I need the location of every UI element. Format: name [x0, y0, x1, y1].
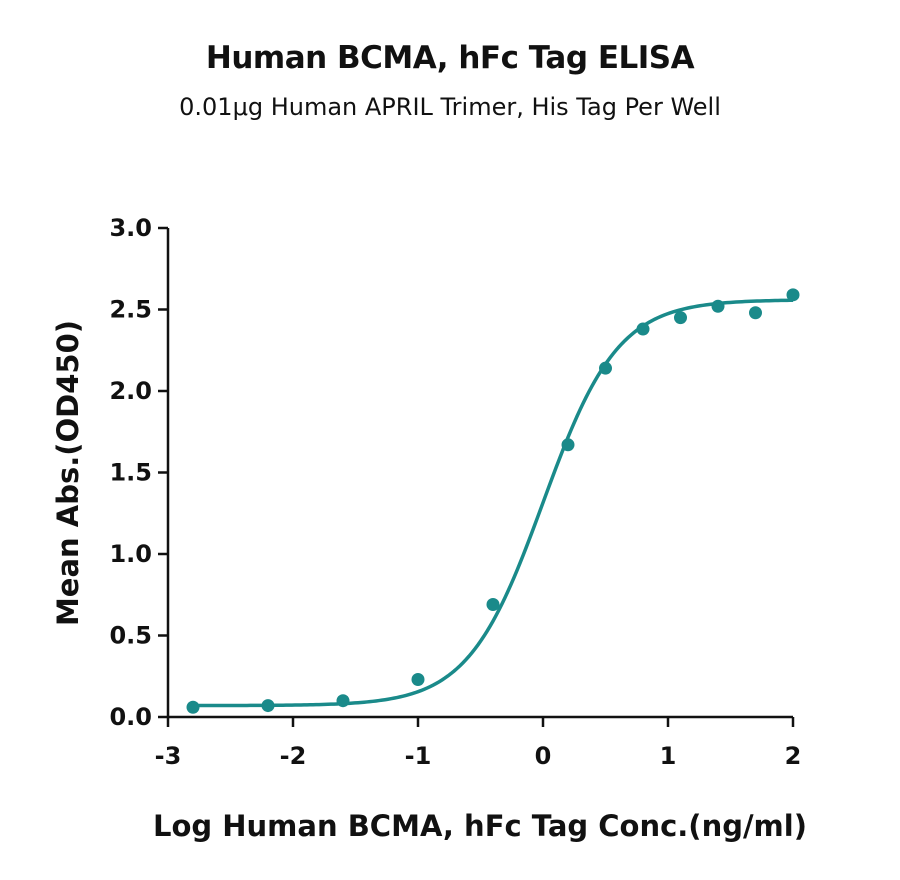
x-axis-label: Log Human BCMA, hFc Tag Conc.(ng/ml) — [153, 809, 807, 843]
data-point — [599, 361, 612, 375]
y-tick-label: 2.5 — [109, 296, 152, 324]
y-tick-label: 0.0 — [109, 703, 152, 731]
data-point — [636, 322, 650, 336]
x-tick-label: 0 — [535, 742, 552, 770]
data-point — [186, 700, 200, 714]
data-point — [786, 288, 800, 302]
y-tick-label: 2.0 — [109, 377, 152, 405]
data-point — [486, 598, 500, 612]
data-point — [674, 311, 687, 325]
axes: 0.0 0.5 1.0 1.5 2.0 2.5 3.0 -3 -2 -1 0 1 2 — [109, 214, 801, 770]
data-point — [411, 673, 425, 687]
y-tick-label: 0.5 — [109, 622, 152, 650]
x-tick-label: 1 — [660, 742, 677, 770]
x-tick-label: -1 — [405, 742, 432, 770]
x-tick-label: -2 — [280, 742, 307, 770]
data-point — [561, 438, 575, 452]
chart-title: Human BCMA, hFc Tag ELISA — [205, 40, 695, 76]
fit-curve-group — [193, 298, 794, 708]
data-point — [749, 306, 762, 320]
y-axis-label: Mean Abs.(OD450) — [51, 320, 85, 626]
x-tick-label: 2 — [785, 742, 802, 770]
y-tick-label: 3.0 — [109, 214, 152, 242]
data-point — [711, 299, 725, 313]
x-tick-label: -3 — [155, 742, 182, 770]
y-tick-label: 1.5 — [109, 459, 152, 487]
data-point — [261, 699, 275, 713]
fit-curve — [193, 298, 794, 708]
y-tick-label: 1.0 — [109, 540, 152, 568]
data-point — [336, 694, 350, 708]
chart-subtitle: 0.01μg Human APRIL Trimer, His Tag Per W… — [179, 93, 721, 121]
data-points — [186, 288, 800, 714]
